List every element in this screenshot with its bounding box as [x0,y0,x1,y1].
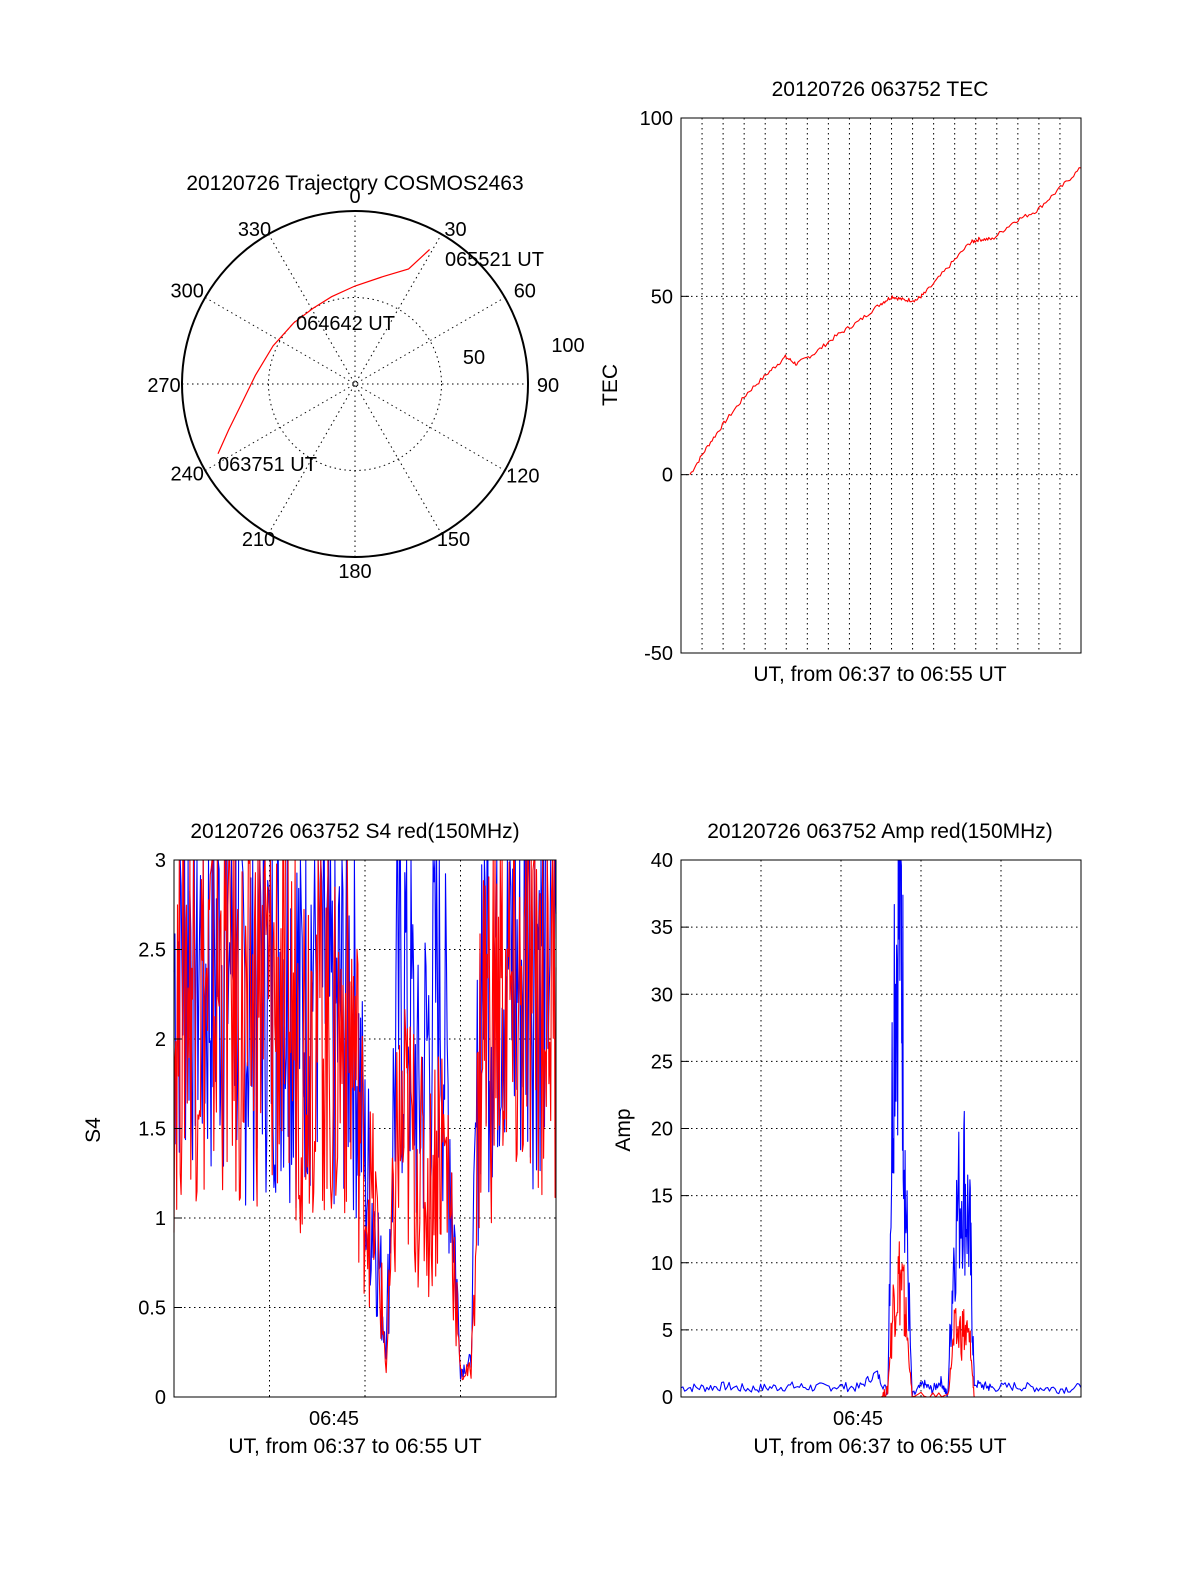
trajectory-polar-panel: 20120726 Trajectory COSMOS2463 0 30 60 90 12… [147,172,584,583]
tec-title: 20120726 063752 TEC [772,78,989,101]
tec-panel: 20120726 063752 TEC -50 0 50 100 UT, from 0… [599,78,1082,686]
y-tick-label-35: 35 [651,917,673,939]
amp-y-ticks: 0 5 10 15 20 25 30 35 40 [651,850,689,1409]
polar-angle-tick-120: 120 [506,466,539,488]
tec-grid [681,118,1081,653]
tec-x-label: UT, from 06:37 to 06:55 UT [753,663,1006,686]
polar-angle-tick-60: 60 [514,281,536,303]
y-tick-label-2: 2 [155,1029,166,1051]
polar-angle-tick-330: 330 [238,219,271,241]
y-tick-label-40: 40 [651,850,673,872]
polar-trajectory-line [217,249,431,455]
polar-angle-tick-90: 90 [537,375,559,397]
y-tick-label-2.5: 2.5 [138,940,166,962]
polar-angle-tick-300: 300 [170,281,203,303]
polar-angle-tick-0: 0 [349,186,360,208]
s4-x-tick-label: 06:45 [309,1408,359,1430]
polar-angle-tick-150: 150 [437,529,470,551]
series-line-1 [881,1241,975,1398]
polar-annotation-end: 065521 UT [445,249,544,271]
polar-angle-ticks: 0 30 60 90 120 150 180 210 240 270 300 330 [147,186,559,583]
y-tick-label-10: 10 [651,1253,673,1275]
tec-frame [680,117,1082,654]
polar-radius-label-100: 100 [551,335,584,357]
polar-trajectory [217,249,431,455]
polar-angle-tick-210: 210 [242,529,275,551]
polar-spoke-150 [268,233,442,535]
polar-spoke-30 [268,233,442,535]
y-tick-label-5: 5 [662,1320,673,1342]
s4-title: 20120726 063752 S4 red(150MHz) [190,820,519,843]
polar-annotation-mid: 064642 UT [296,313,395,335]
s4-x-label: UT, from 06:37 to 06:55 UT [228,1435,481,1458]
y-tick-label-1: 1 [155,1208,166,1230]
y-tick-label-20: 20 [651,1119,673,1141]
polar-outer-circle [181,210,529,558]
y-tick-label-30: 30 [651,984,673,1006]
amp-x-label: UT, from 06:37 to 06:55 UT [753,1435,1006,1458]
y-tick-label-15: 15 [651,1186,673,1208]
polar-angle-tick-30: 30 [444,219,466,241]
amp-grid [681,860,1081,1397]
y-tick-label-0: 0 [662,465,673,487]
series-line-1 [173,859,557,1381]
polar-radius-label-50: 50 [463,347,485,369]
y-tick-label-100: 100 [640,108,673,130]
y-tick-label--50: -50 [644,643,673,665]
s4-y-ticks: 0 0.5 1 1.5 2 2.5 3 [138,850,182,1409]
y-tick-label-0.5: 0.5 [138,1298,166,1320]
y-tick-label-0: 0 [155,1387,166,1409]
y-tick-label-25: 25 [651,1051,673,1073]
tec-y-label: TEC [599,364,622,406]
y-tick-label-3: 3 [155,850,166,872]
tec-series-line [689,167,1082,475]
amp-x-tick-label: 06:45 [833,1408,883,1430]
y-tick-label-50: 50 [651,286,673,308]
polar-angle-tick-240: 240 [170,464,203,486]
series-line-0 [173,859,557,1380]
amp-y-label: Amp [612,1108,635,1151]
polar-annotation-start: 063751 UT [218,454,317,476]
s4-series-lines [173,859,557,1381]
s4-panel: 20120726 063752 S4 red(150MHz) 0 0.5 1 1.5 2… [82,820,557,1458]
polar-grid [182,211,528,557]
y-tick-label-1.5: 1.5 [138,1119,166,1141]
tec-y-ticks: -50 0 50 100 [640,108,689,665]
polar-angle-tick-270: 270 [147,375,180,397]
amp-title: 20120726 063752 Amp red(150MHz) [707,820,1053,843]
polar-angle-tick-180: 180 [338,561,371,583]
y-tick-label-0: 0 [662,1387,673,1409]
amp-panel: 20120726 063752 Amp red(150MHz) 0 5 10 15 20… [612,820,1082,1458]
s4-y-label: S4 [82,1117,105,1143]
polar-title: 20120726 Trajectory COSMOS2463 [186,172,523,195]
series-line-0 [689,167,1082,475]
